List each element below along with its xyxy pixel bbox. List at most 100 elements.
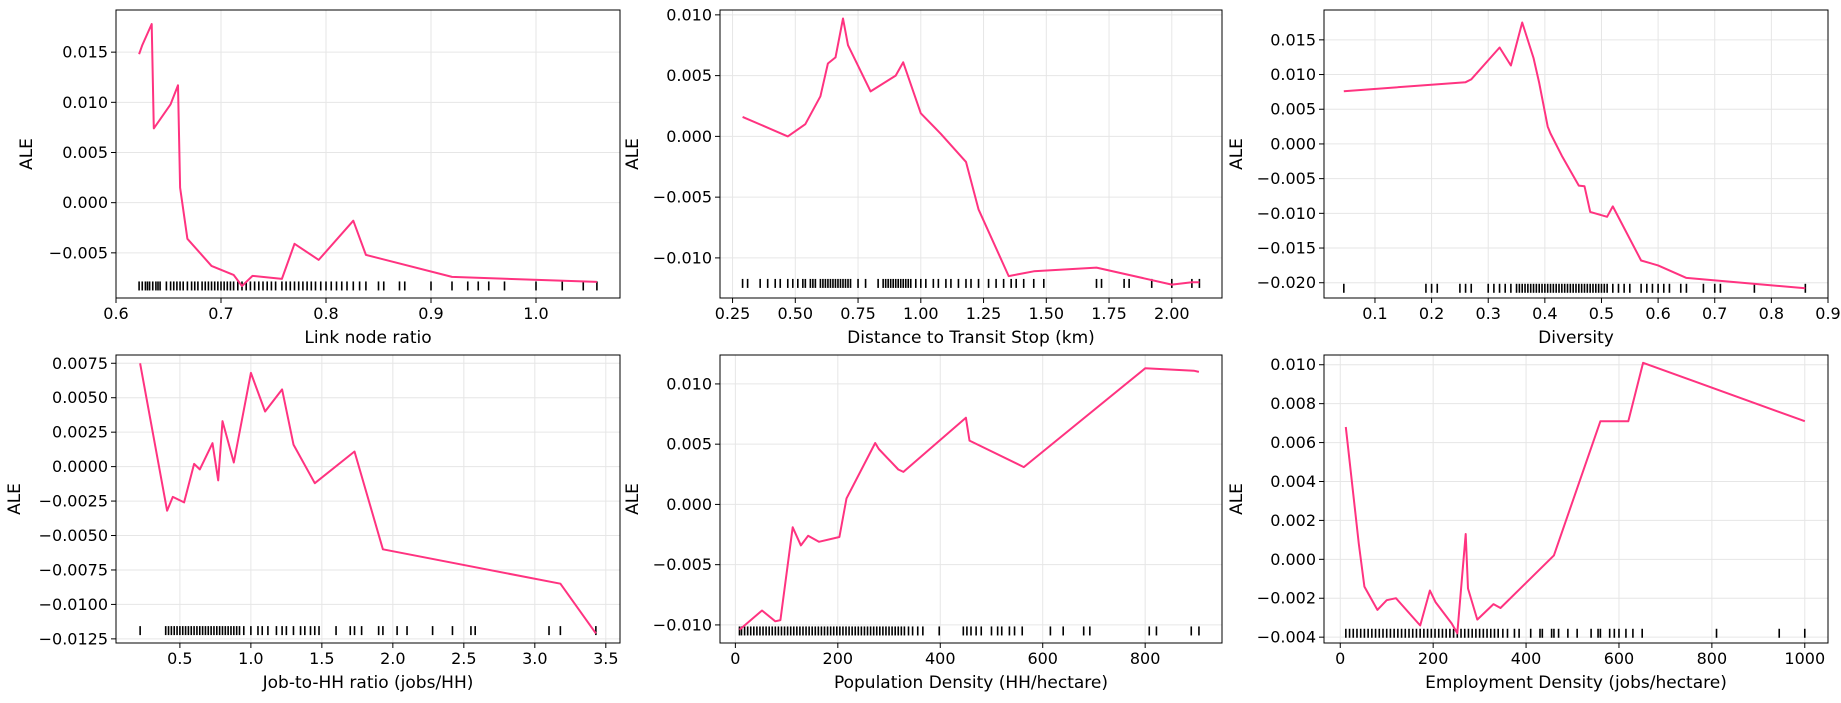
x-tick-label: 0.6 — [103, 304, 128, 323]
ale-panel-1: 0.6 0.7 0.8 0.9 1.0 −0.005 0.000 0.005 0.010 0.01… — [17, 9, 621, 348]
ale-line — [1343, 21, 1806, 290]
y-tick-label: 0.000 — [666, 127, 712, 146]
x-tick-label: 0 — [730, 649, 740, 668]
ale-line — [742, 17, 1200, 286]
x-tick-label: 1.50 — [1028, 304, 1064, 323]
x-tick-label: 0.7 — [1702, 304, 1727, 323]
y-tick-label: −0.005 — [653, 555, 712, 574]
y-tick-label: −0.002 — [1257, 589, 1316, 608]
x-axis-label: Employment Density (jobs/hectare) — [1425, 673, 1727, 693]
x-tick-label: 1.25 — [966, 304, 1002, 323]
x-tick-label: 2.5 — [451, 649, 476, 668]
x-tick-label: 3.0 — [522, 649, 547, 668]
y-tick-label: −0.010 — [1257, 204, 1316, 223]
y-tick-label: −0.020 — [1257, 273, 1316, 292]
y-tick-label: −0.0075 — [39, 560, 108, 579]
y-axis-label: ALE — [17, 138, 37, 170]
x-tick-label: 400 — [925, 649, 956, 668]
y-tick-label: 0.005 — [666, 435, 712, 454]
x-tick-label: 0.4 — [1532, 304, 1557, 323]
y-axis-label: ALE — [623, 138, 643, 170]
axes-frame — [719, 354, 1223, 644]
y-tick-label: −0.005 — [653, 188, 712, 207]
ale-line — [738, 367, 1200, 631]
y-tick-label: −0.004 — [1257, 628, 1316, 647]
axes-frame — [115, 9, 621, 299]
x-tick-label: 0.8 — [313, 304, 338, 323]
x-tick-label: 1.0 — [523, 304, 548, 323]
x-tick-label: 0.50 — [777, 304, 813, 323]
y-axis-label: ALE — [1227, 138, 1247, 170]
x-tick-label: 2.0 — [380, 649, 405, 668]
y-axis-label: ALE — [1227, 483, 1247, 515]
x-tick-label: 0.5 — [167, 649, 192, 668]
x-tick-label: 600 — [1027, 649, 1058, 668]
y-tick-label: 0.010 — [1270, 355, 1316, 374]
x-axis-label: Population Density (HH/hectare) — [834, 673, 1108, 693]
x-tick-label: 0.1 — [1362, 304, 1387, 323]
x-tick-label: 1000 — [1784, 649, 1825, 668]
x-tick-label: 600 — [1604, 649, 1635, 668]
y-tick-label: 0.0050 — [52, 388, 108, 407]
ale-panel-5: 0 200 400 600 800 −0.010 −0.005 0.000 0.005 0.010… — [623, 354, 1223, 693]
x-tick-label: 0.9 — [1815, 304, 1840, 323]
ale-panel-6: 0 200 400 600 800 1000 −0.004 −0.002 0.000 0.002 0… — [1227, 354, 1829, 693]
axes-frame — [1323, 354, 1829, 644]
y-tick-label: 0.010 — [666, 374, 712, 393]
y-tick-label: 0.000 — [1270, 134, 1316, 153]
x-tick-label: 1.0 — [238, 649, 263, 668]
y-tick-label: −0.0100 — [39, 595, 108, 614]
axes-frame — [719, 9, 1223, 299]
y-tick-label: 0.005 — [666, 66, 712, 85]
x-tick-label: 0.25 — [715, 304, 751, 323]
y-tick-label: 0.010 — [1270, 65, 1316, 84]
ale-line — [138, 23, 597, 287]
y-tick-label: −0.0125 — [39, 629, 108, 648]
x-axis-label: Distance to Transit Stop (km) — [847, 328, 1095, 348]
x-axis-label: Job-to-HH ratio (jobs/HH) — [262, 673, 474, 693]
x-tick-label: 0.7 — [208, 304, 233, 323]
x-axis-label: Link node ratio — [304, 328, 431, 348]
y-tick-label: 0.000 — [666, 495, 712, 514]
y-tick-label: −0.005 — [49, 243, 108, 262]
x-tick-label: 0 — [1335, 649, 1345, 668]
x-tick-label: 0.6 — [1645, 304, 1670, 323]
y-tick-label: −0.0050 — [39, 526, 108, 545]
x-tick-label: 200 — [823, 649, 854, 668]
x-tick-label: 1.75 — [1091, 304, 1127, 323]
y-tick-label: 0.000 — [1270, 550, 1316, 569]
y-tick-label: −0.0025 — [39, 492, 108, 511]
x-tick-label: 2.00 — [1154, 304, 1190, 323]
x-tick-label: 3.5 — [593, 649, 618, 668]
y-tick-label: 0.004 — [1270, 472, 1316, 491]
y-tick-label: −0.005 — [1257, 169, 1316, 188]
x-tick-label: 800 — [1130, 649, 1161, 668]
x-tick-label: 0.3 — [1475, 304, 1500, 323]
y-tick-label: 0.0000 — [52, 457, 108, 476]
y-tick-label: 0.015 — [1270, 30, 1316, 49]
ale-panel-2: 0.25 0.50 0.75 1.00 1.25 1.50 1.75 2.00 −0.010 −0… — [623, 5, 1223, 348]
x-tick-label: 0.5 — [1589, 304, 1614, 323]
x-tick-label: 400 — [1511, 649, 1542, 668]
y-tick-label: 0.006 — [1270, 433, 1316, 452]
ale-panel-4: 0.5 1.0 1.5 2.0 2.5 3.0 3.5 −0.0125 −0.0100 −0.00… — [5, 354, 621, 693]
x-tick-label: 0.8 — [1759, 304, 1784, 323]
y-tick-label: 0.0075 — [52, 354, 108, 373]
x-tick-label: 0.9 — [418, 304, 443, 323]
x-axis-label: Diversity — [1538, 328, 1614, 348]
axes-frame — [115, 354, 621, 644]
y-tick-label: 0.002 — [1270, 511, 1316, 530]
y-tick-label: −0.010 — [653, 615, 712, 634]
ale-line — [139, 363, 597, 634]
ale-panel-3: 0.1 0.2 0.3 0.4 0.5 0.6 0.7 0.8 0.9 −0.020 −0.015 −… — [1227, 9, 1841, 348]
y-tick-label: 0.010 — [666, 5, 712, 24]
y-tick-label: −0.015 — [1257, 239, 1316, 258]
ale-line — [1344, 361, 1806, 635]
x-tick-label: 0.75 — [840, 304, 876, 323]
y-axis-label: ALE — [623, 483, 643, 515]
x-tick-label: 800 — [1697, 649, 1728, 668]
x-tick-label: 1.00 — [903, 304, 939, 323]
y-tick-label: 0.005 — [1270, 100, 1316, 119]
y-tick-label: 0.015 — [62, 43, 108, 62]
